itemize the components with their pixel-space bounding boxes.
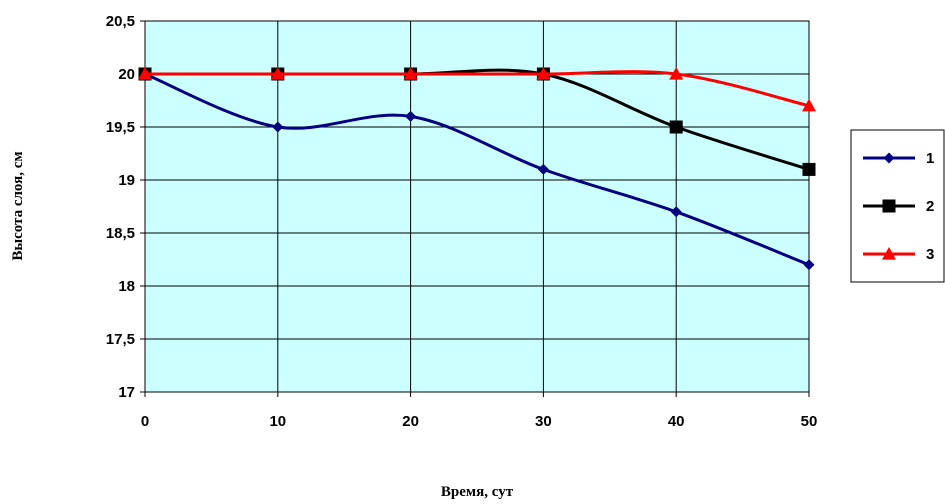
x-tick-label: 10 — [269, 413, 286, 430]
x-tick-label: 40 — [668, 413, 685, 430]
x-axis-title: Время, сут — [441, 484, 514, 500]
series-line-3 — [145, 70, 810, 108]
y-tick-label: 18,5 — [106, 225, 135, 242]
series-line-1 — [144, 72, 810, 267]
legend-marker — [882, 247, 896, 260]
legend-label: 3 — [926, 246, 934, 263]
data-point-2 — [669, 120, 683, 134]
data-point-3 — [536, 67, 551, 80]
legend: 1 2 3 — [850, 129, 945, 283]
series-3 — [138, 67, 816, 112]
y-tick-label: 19 — [118, 172, 135, 189]
x-tick-label: 30 — [535, 413, 552, 430]
plot-area — [145, 21, 809, 392]
x-tick-label: 0 — [141, 413, 149, 430]
legend-label: 2 — [926, 198, 934, 215]
data-point-1 — [405, 110, 417, 122]
y-tick-label: 19,5 — [106, 119, 135, 136]
data-point-3 — [403, 67, 418, 80]
y-axis-title: Высота слоя, см — [10, 151, 26, 260]
x-tick-label: 50 — [801, 413, 818, 430]
y-tick-label: 17,5 — [106, 331, 135, 348]
series-layer — [138, 67, 816, 271]
legend-item-1: 1 — [863, 150, 934, 167]
y-tick-label: 20,5 — [106, 13, 135, 30]
legend-label: 1 — [926, 150, 934, 167]
data-point-1 — [537, 163, 549, 175]
y-tick-label: 17 — [118, 384, 135, 401]
legend-item-3: 3 — [863, 246, 934, 263]
x-tick-label: 20 — [402, 413, 419, 430]
data-point-3 — [138, 67, 152, 80]
data-point-3 — [802, 98, 816, 112]
data-point-3 — [270, 67, 285, 80]
plot-border — [144, 20, 810, 393]
data-point-3 — [669, 67, 684, 80]
data-point-2 — [802, 162, 816, 176]
legend-marker — [882, 199, 896, 213]
legend-item-2: 2 — [863, 198, 934, 215]
axes — [140, 20, 810, 397]
y-tick-label: 20 — [118, 66, 135, 83]
data-point-1 — [670, 206, 682, 218]
data-point-1 — [803, 259, 815, 271]
y-tick-label: 18 — [118, 278, 135, 295]
legend-marker — [883, 152, 895, 164]
data-point-1 — [272, 121, 284, 133]
tick-labels: 17 17,5 18 18,5 19 19,5 20 20,5 0 10 20 30 40 50 — [106, 13, 818, 430]
